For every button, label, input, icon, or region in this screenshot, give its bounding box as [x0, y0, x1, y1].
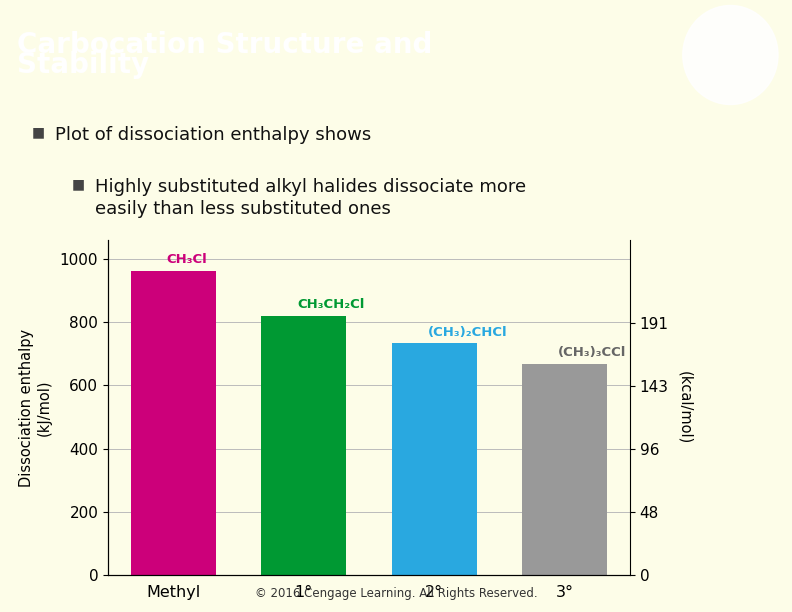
Text: Stability: Stability [17, 51, 149, 79]
Bar [131, 271, 215, 575]
Text: ■: ■ [71, 177, 85, 192]
Bar [523, 364, 607, 575]
Text: CH₃CH₂Cl: CH₃CH₂Cl [297, 298, 364, 311]
Text: © 2016 Cengage Learning. All Rights Reserved.: © 2016 Cengage Learning. All Rights Rese… [255, 587, 537, 600]
Text: (CH₃)₃CCl: (CH₃)₃CCl [558, 346, 626, 359]
Bar [261, 316, 346, 575]
Text: (CH₃)₂CHCl: (CH₃)₂CHCl [428, 326, 508, 338]
Text: Carbocation Structure and: Carbocation Structure and [17, 31, 432, 59]
Text: ■: ■ [32, 125, 45, 140]
Y-axis label: Dissociation enthalpy
(kJ/mol): Dissociation enthalpy (kJ/mol) [19, 329, 51, 487]
Text: Plot of dissociation enthalpy shows: Plot of dissociation enthalpy shows [55, 125, 371, 144]
Text: CH₃Cl: CH₃Cl [167, 253, 208, 266]
Y-axis label: (kcal/mol): (kcal/mol) [677, 371, 692, 444]
Bar [392, 343, 477, 575]
Text: Highly substituted alkyl halides dissociate more
easily than less substituted on: Highly substituted alkyl halides dissoci… [95, 177, 526, 218]
Ellipse shape [683, 6, 778, 105]
